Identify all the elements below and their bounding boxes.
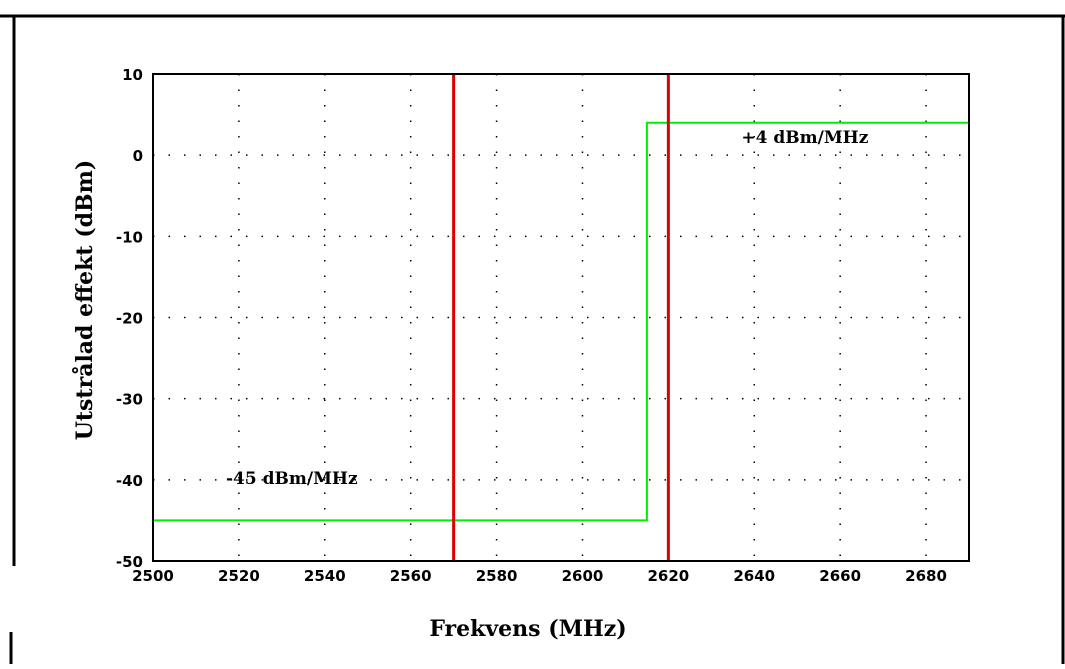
y-tick-label: 10 (122, 66, 143, 84)
x-tick-label: 2620 (647, 567, 689, 585)
annotation-layer: +4 dBm/MHz -45 dBm/MHz (226, 128, 869, 489)
annotation-label: +4 dBm/MHz (741, 128, 868, 148)
y-tick-label: 0 (133, 147, 143, 165)
x-tick-label: 2680 (905, 567, 947, 585)
y-tick-label: -10 (116, 228, 143, 246)
plot-layer (153, 74, 969, 561)
series-line (153, 121, 969, 522)
y-axis-title: Utstrålad effekt (dBm) (72, 160, 98, 441)
x-axis-title: Frekvens (MHz) (429, 616, 626, 642)
x-tick-label: 2540 (304, 567, 346, 585)
x-tick-label: 2660 (819, 567, 861, 585)
x-tick-label: 2640 (733, 567, 775, 585)
y-tick-label: -40 (116, 472, 143, 490)
annotation-label: -45 dBm/MHz (226, 469, 358, 489)
x-tick-label: 2500 (132, 567, 174, 585)
tick-label-layer: 2500 2520 2540 2560 2580 2600 2620 2640 2660 2680… (116, 66, 947, 585)
x-tick-label: 2560 (390, 567, 432, 585)
y-tick-label: -20 (116, 310, 143, 328)
x-tick-label: 2600 (562, 567, 604, 585)
y-tick-label: -30 (116, 391, 143, 409)
x-tick-label: 2520 (218, 567, 260, 585)
y-tick-label: -50 (116, 553, 143, 571)
x-tick-label: 2580 (476, 567, 518, 585)
plot-area-border (152, 73, 970, 562)
